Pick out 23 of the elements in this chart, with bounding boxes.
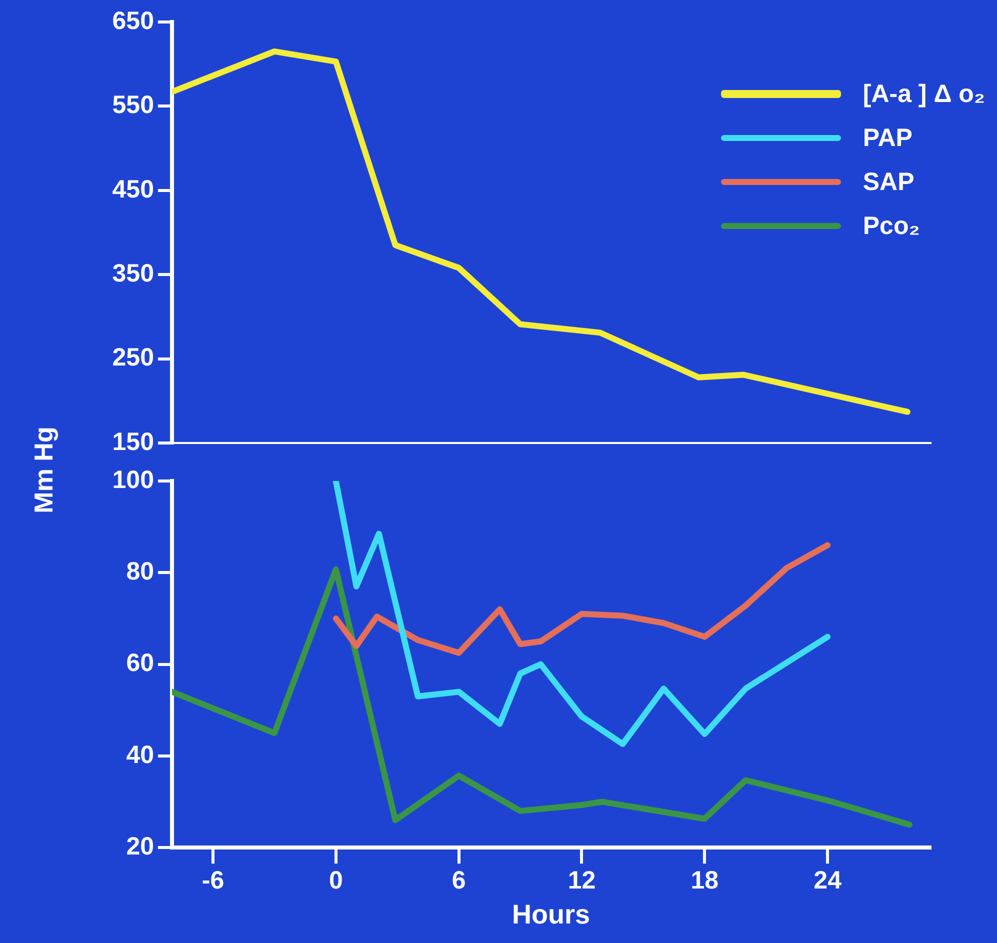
x-tick-label: -6 [202,866,224,894]
x-tick-label: 6 [452,866,466,894]
y-tick-label: 450 [112,175,154,204]
y-tick-label: 350 [112,259,154,288]
y-tick-label: 80 [126,558,154,586]
y-axis-title: Mm Hg [28,426,60,514]
x-tick-label: 18 [690,866,719,894]
x-axis-title: Hours [512,899,590,930]
y-tick-label: 650 [112,6,154,35]
y-tick-label: 100 [112,466,154,494]
y-tick-label: 20 [126,832,154,860]
y-tick-label: 550 [112,91,154,120]
x-tick-label: 12 [568,866,596,894]
x-tick-label: 0 [328,866,343,894]
y-tick-label: 150 [112,428,154,456]
legend-label: PAP [862,124,912,152]
x-tick-label: 24 [814,866,842,894]
legend-label: [A-a ] Δ o₂ [862,80,985,108]
y-tick-label: 60 [126,649,154,678]
legend-label: Pco₂ [862,212,920,240]
y-tick-label: 40 [126,740,154,769]
y-tick-label: 250 [112,344,154,372]
legend-label: SAP [862,168,914,196]
